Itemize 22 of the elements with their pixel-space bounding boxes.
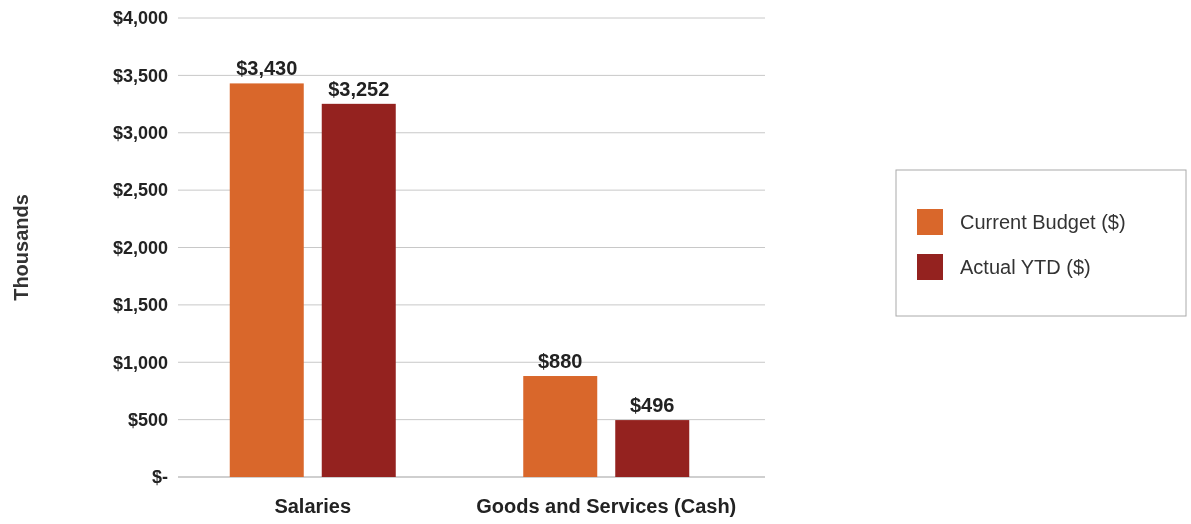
data-label: $880 — [538, 350, 583, 373]
bar — [615, 420, 690, 477]
x-tick-label: Salaries — [274, 495, 352, 517]
legend-label: Current Budget ($) — [960, 211, 1126, 233]
y-tick-label: $2,500 — [112, 180, 168, 201]
y-tick-label: $3,500 — [112, 65, 168, 86]
y-axis-title: Thousands — [10, 194, 32, 301]
y-tick-label: $- — [151, 467, 168, 488]
data-label: $496 — [630, 394, 675, 417]
y-tick-label: $1,000 — [112, 352, 168, 373]
y-tick-label: $1,500 — [112, 295, 168, 316]
y-tick-label: $500 — [127, 409, 168, 430]
x-tick-label: Goods and Services (Cash) — [476, 495, 737, 517]
y-tick-label: $2,000 — [112, 237, 168, 258]
data-label: $3,252 — [328, 77, 390, 100]
y-tick-label: $4,000 — [112, 8, 168, 29]
y-tick-label: $3,000 — [112, 123, 168, 144]
bar — [321, 103, 396, 477]
data-label: $3,430 — [236, 57, 298, 80]
legend-label: Actual YTD ($) — [960, 256, 1091, 278]
bar — [523, 376, 598, 477]
bar — [229, 83, 304, 477]
